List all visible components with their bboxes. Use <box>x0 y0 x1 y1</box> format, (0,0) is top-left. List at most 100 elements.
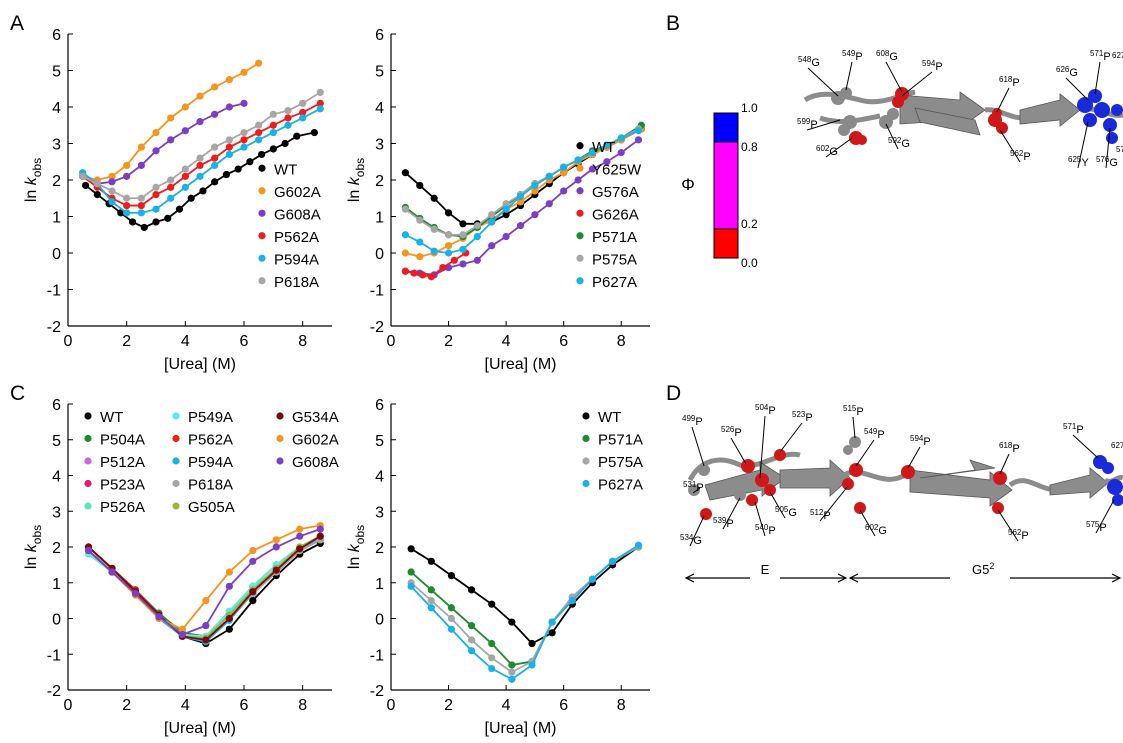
data-point <box>182 127 189 134</box>
data-point <box>293 133 300 140</box>
residue-type: G <box>829 146 838 158</box>
residue-type: P <box>1076 424 1083 436</box>
residue-number: 515 <box>843 404 857 413</box>
data-point <box>448 604 455 611</box>
data-point <box>226 136 233 143</box>
data-point <box>202 597 209 604</box>
data-point <box>211 162 218 169</box>
data-point <box>108 187 115 194</box>
data-point <box>528 661 535 668</box>
legend-label: P575A <box>598 454 643 471</box>
data-point <box>108 568 115 575</box>
x-tick-label: 8 <box>298 697 307 714</box>
legend-label: G602A <box>292 432 339 449</box>
legend-marker <box>276 435 283 442</box>
y-tick-label: 0 <box>52 612 61 629</box>
legend-marker <box>582 480 589 487</box>
y-tick-label: -2 <box>370 683 384 700</box>
legend-marker <box>84 412 91 419</box>
residue-label: 571P <box>1090 49 1111 63</box>
data-point <box>284 114 291 121</box>
data-point <box>129 218 136 225</box>
residue-label: 599P <box>797 117 818 131</box>
leader-line <box>1095 62 1100 94</box>
legend-marker <box>84 457 91 464</box>
data-point <box>249 558 256 565</box>
data-point <box>138 209 145 216</box>
data-point <box>488 211 495 218</box>
data-point <box>574 176 581 183</box>
domain-label-sup: 2 <box>989 561 994 571</box>
legend-marker <box>84 435 91 442</box>
data-point <box>311 129 318 136</box>
data-point <box>402 169 409 176</box>
data-point <box>402 231 409 238</box>
residue-label: 626G <box>1056 65 1078 79</box>
leader-line <box>780 423 802 452</box>
data-point <box>240 69 247 76</box>
phi-label: Φ <box>681 175 695 194</box>
x-tick-label: 4 <box>502 333 511 350</box>
data-point <box>428 558 435 565</box>
y-tick-label: -1 <box>47 283 61 300</box>
legend-marker <box>84 480 91 487</box>
data-point <box>428 586 435 593</box>
data-point <box>459 231 466 238</box>
data-point <box>188 195 195 202</box>
data-point <box>618 149 625 156</box>
y-tick-label: 1 <box>375 576 384 593</box>
data-point <box>196 155 203 162</box>
x-tick-label: 0 <box>64 333 73 350</box>
residue-label: 562P <box>1008 528 1029 542</box>
x-axis-label: [Urea] (M) <box>485 720 557 737</box>
data-point <box>132 590 139 597</box>
data-point <box>416 217 423 224</box>
legend-label: P504A <box>100 432 145 449</box>
leader-line <box>1000 454 1009 474</box>
y-tick-label: 5 <box>52 64 61 81</box>
data-point <box>273 543 280 550</box>
x-tick-label: 6 <box>559 697 568 714</box>
legend-marker <box>258 232 265 239</box>
fit-line <box>411 547 638 644</box>
data-point <box>296 533 303 540</box>
data-point <box>416 182 423 189</box>
y-tick-label: 5 <box>375 433 384 450</box>
legend-marker <box>258 277 265 284</box>
data-point <box>508 661 515 668</box>
residue-number: 627 <box>1112 51 1123 60</box>
legend-marker <box>172 457 179 464</box>
y-tick-label: 5 <box>375 64 384 81</box>
legend-label: P526A <box>100 499 145 516</box>
residue-type: P <box>768 525 775 537</box>
y-tick-label: 1 <box>52 576 61 593</box>
residue-type: G <box>878 525 887 537</box>
residue-label: 540P <box>755 523 776 537</box>
data-point <box>618 134 625 141</box>
residue-number: 594 <box>910 434 924 443</box>
legend-marker <box>84 502 91 509</box>
residue-type: P <box>1103 51 1110 63</box>
y-tick-label: 6 <box>375 27 384 44</box>
legend-marker <box>576 165 583 172</box>
legend-label: P523A <box>100 477 145 494</box>
data-point <box>468 586 475 593</box>
data-point <box>419 271 426 278</box>
y-axis-label: ln kobs <box>23 525 44 569</box>
residue-type: P <box>855 51 862 63</box>
y-tick-label: 6 <box>375 397 384 414</box>
x-tick-label: 6 <box>240 697 249 714</box>
y-tick-label: -1 <box>370 647 384 664</box>
data-point <box>249 588 256 595</box>
legend-marker <box>172 502 179 509</box>
domain-label-text: G5 <box>972 562 989 577</box>
color-bar-segment <box>714 142 738 229</box>
data-point <box>226 151 233 158</box>
data-point <box>211 83 218 90</box>
fit-line <box>89 529 321 634</box>
y-tick-label: -2 <box>47 319 61 336</box>
residue-number: 575 <box>1086 520 1100 529</box>
legend-marker <box>582 457 589 464</box>
data-point <box>281 140 288 147</box>
residue-label: 515P <box>843 404 864 418</box>
